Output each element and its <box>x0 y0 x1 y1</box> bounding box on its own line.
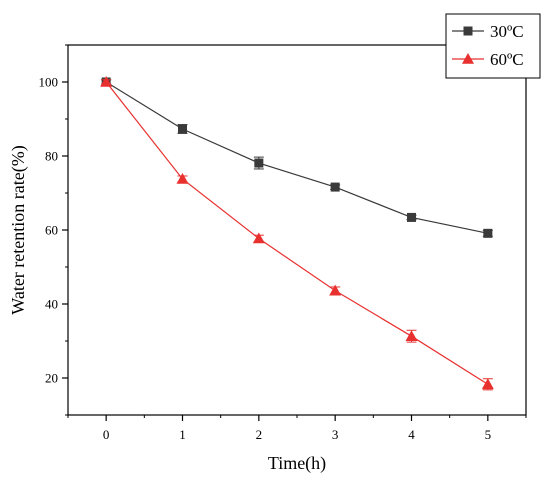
series-line <box>105 81 488 234</box>
y-axis: 20 40 60 80 100 <box>39 44 68 416</box>
series-layer <box>100 76 494 391</box>
y-tick-label: 20 <box>45 371 58 386</box>
y-axis-title: Water retention rate(%) <box>8 145 29 314</box>
data-point <box>100 76 113 87</box>
legend: 30ºC 60ºC <box>445 13 541 79</box>
data-point <box>252 232 265 244</box>
x-tick-label: 3 <box>332 427 339 442</box>
data-point <box>407 212 416 222</box>
x-axis-title: Time(h) <box>268 453 326 474</box>
data-point <box>483 228 493 238</box>
x-tick-label: 0 <box>103 427 110 442</box>
x-tick-label: 2 <box>256 427 263 442</box>
data-point <box>481 378 494 390</box>
y-tick-label: 40 <box>45 297 58 312</box>
data-point <box>178 124 187 134</box>
x-tick-label: 5 <box>485 427 492 442</box>
y-tick-label: 80 <box>45 149 58 164</box>
series-line <box>105 81 489 385</box>
data-point <box>329 284 342 296</box>
legend-marker <box>462 53 474 64</box>
x-axis: 0 1 2 3 4 5 <box>67 415 527 442</box>
legend-box <box>445 13 541 79</box>
data-point <box>254 158 264 168</box>
x-tick-label: 4 <box>408 427 415 442</box>
x-tick-label: 1 <box>179 427 186 442</box>
y-tick-label: 100 <box>39 75 59 90</box>
legend-marker <box>463 26 473 36</box>
legend-label: 30ºC <box>490 22 524 41</box>
data-point <box>405 330 418 341</box>
data-point <box>330 182 340 192</box>
legend-label: 60ºC <box>490 50 524 69</box>
y-tick-label: 60 <box>45 223 58 238</box>
series-1 <box>101 77 493 238</box>
data-point <box>176 172 189 184</box>
series-2 <box>100 76 494 391</box>
